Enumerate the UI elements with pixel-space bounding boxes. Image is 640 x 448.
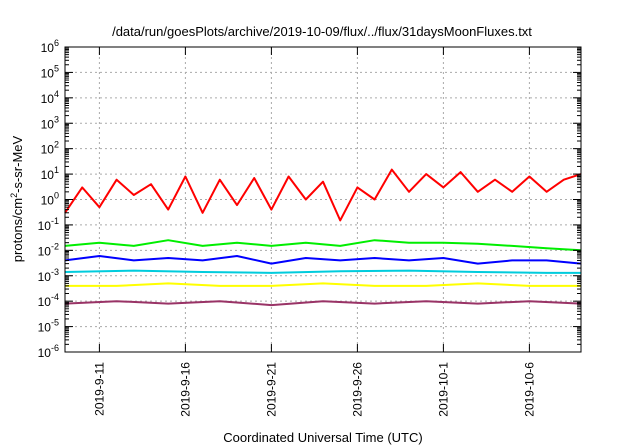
x-tick-label: 2019-10-6: [522, 362, 536, 417]
y-tick-label: 101: [41, 165, 59, 182]
y-tick-label: 100: [41, 191, 59, 208]
y-tick-label: 106: [41, 38, 59, 55]
y-tick-label: 10-6: [38, 343, 59, 360]
y-tick-label: 10-1: [38, 216, 59, 233]
x-tick-label: 2019-9-26: [350, 362, 364, 417]
x-axis-label: Coordinated Universal Time (UTC): [223, 430, 422, 445]
x-tick-label: 2019-10-1: [436, 362, 450, 417]
series-line-5: [65, 282, 581, 287]
x-tick-label: 2019-9-21: [264, 362, 278, 417]
y-tick-label: 103: [41, 114, 59, 131]
series-line-6: [64, 300, 582, 307]
x-tick-label: 2019-9-16: [178, 362, 192, 417]
y-axis: 10-6 10-5 10-4 10-3 10-2 10-1 100 101 102 103 104 1…: [38, 38, 581, 360]
series-group: [64, 168, 582, 307]
chart-title: /data/run/goesPlots/archive/2019-10-09/f…: [112, 24, 532, 39]
series-line-2: [64, 239, 582, 252]
y-tick-label: 10-2: [38, 241, 59, 258]
y-tick-label: 104: [41, 89, 59, 106]
series-line-1: [64, 168, 582, 222]
y-tick-label: 10-3: [38, 267, 59, 284]
series-line-3: [64, 269, 581, 274]
series-line-4: [64, 255, 582, 265]
y-tick-label: 102: [41, 140, 59, 157]
x-axis: 2019-9-11 2019-9-16 2019-9-21 2019-9-26 2019…: [92, 47, 536, 417]
y-tick-label: 10-4: [38, 292, 59, 309]
plot-frame: [64, 46, 582, 353]
y-tick-label: 10-5: [38, 318, 59, 335]
x-tick-label: 2019-9-11: [92, 362, 106, 416]
y-tick-label: 105: [41, 63, 59, 80]
y-axis-label: protons/cm2-s-sr-MeV: [9, 135, 25, 262]
grid: [65, 47, 581, 352]
